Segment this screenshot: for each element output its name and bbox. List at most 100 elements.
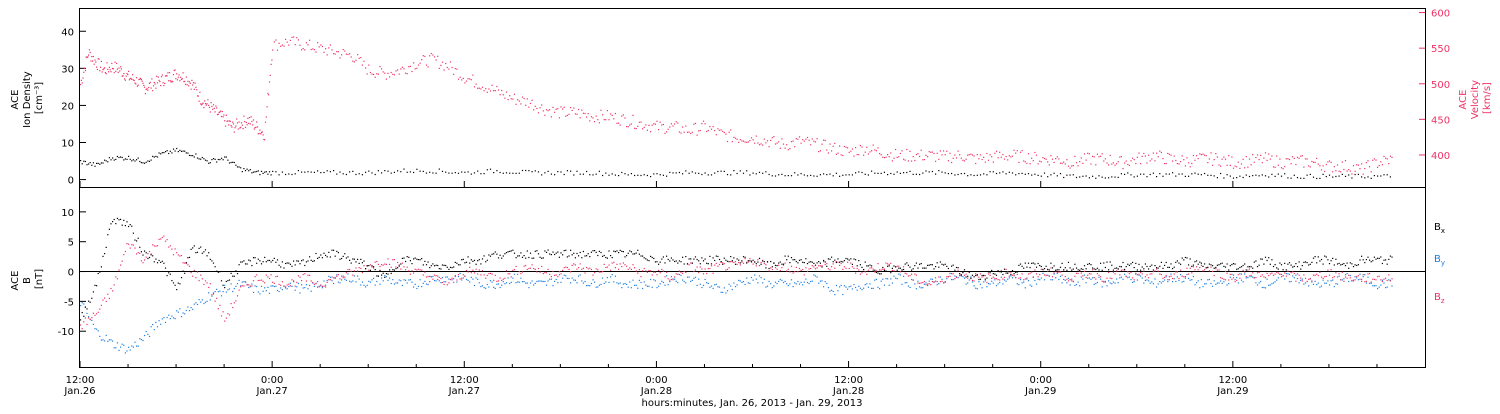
data-point: [1284, 272, 1286, 274]
data-point: [749, 260, 751, 262]
data-point: [85, 56, 87, 58]
data-point: [1138, 274, 1140, 276]
data-point: [501, 279, 503, 281]
data-point: [1357, 173, 1359, 175]
data-point: [995, 285, 998, 287]
data-point: [456, 68, 458, 70]
data-point: [1031, 174, 1033, 176]
data-point: [278, 42, 280, 44]
data-point: [755, 263, 757, 265]
data-point: [102, 69, 104, 71]
data-point: [371, 172, 373, 174]
data-point: [333, 53, 335, 55]
data-point: [1248, 175, 1251, 178]
data-point: [682, 279, 684, 281]
data-point: [1114, 176, 1116, 178]
data-point: [1128, 272, 1130, 275]
data-point: [1108, 177, 1110, 179]
data-point: [539, 280, 541, 282]
data-point: [393, 74, 395, 76]
data-point: [288, 285, 290, 288]
data-point: [1043, 172, 1046, 174]
data-point: [866, 265, 868, 267]
data-point: [955, 276, 958, 278]
data-point: [563, 173, 565, 176]
data-point: [344, 50, 346, 52]
data-point: [142, 82, 144, 84]
data-point: [826, 282, 828, 285]
data-point: [451, 66, 453, 69]
data-point: [1141, 266, 1143, 268]
data-point: [416, 269, 418, 271]
data-point: [1324, 276, 1326, 278]
data-point: [291, 279, 293, 281]
data-point: [116, 62, 118, 64]
data-point: [976, 174, 978, 176]
data-point: [301, 260, 303, 262]
data-point: [1072, 165, 1074, 167]
data-point: [265, 116, 267, 118]
data-point: [742, 262, 745, 264]
data-point: [814, 275, 817, 277]
data-point: [1143, 268, 1145, 270]
data-point: [1364, 281, 1366, 283]
data-point: [451, 279, 453, 281]
data-point: [814, 141, 817, 143]
data-point: [230, 125, 232, 127]
data-point: [634, 127, 636, 129]
data-point: [256, 170, 258, 173]
data-point: [1248, 268, 1251, 270]
data-point: [696, 284, 698, 286]
data-point: [201, 299, 203, 301]
data-point: [742, 281, 745, 283]
data-point: [754, 142, 756, 144]
data-point: [302, 259, 304, 261]
data-point: [206, 282, 208, 284]
data-point: [168, 272, 170, 274]
data-point: [507, 99, 509, 101]
data-point: [179, 308, 181, 310]
data-point: [317, 257, 319, 259]
data-point: [922, 287, 924, 289]
data-point: [1320, 169, 1323, 171]
data-point: [963, 160, 966, 162]
data-point: [941, 171, 943, 173]
data-point: [432, 275, 434, 278]
data-point: [334, 255, 336, 257]
data-point: [124, 79, 126, 81]
data-point: [1314, 161, 1316, 163]
data-point: [505, 91, 508, 93]
data-point: [296, 281, 298, 283]
data-point: [707, 129, 709, 132]
data-point: [379, 265, 381, 268]
data-point: [1101, 286, 1103, 288]
data-point: [758, 171, 761, 173]
data-point: [880, 269, 882, 271]
data-point: [212, 292, 215, 294]
data-point: [1260, 275, 1262, 277]
data-point: [120, 218, 122, 220]
data-point: [659, 121, 661, 123]
data-point: [806, 281, 809, 284]
data-point: [568, 113, 570, 115]
data-point: [669, 171, 671, 173]
data-point: [145, 256, 147, 258]
data-point: [787, 255, 789, 257]
data-point: [148, 250, 151, 253]
data-point: [927, 264, 929, 266]
data-point: [851, 266, 853, 268]
data-point: [552, 270, 554, 273]
data-point: [336, 275, 338, 277]
data-point: [899, 172, 901, 174]
data-point: [1352, 279, 1355, 281]
data-point: [1106, 277, 1108, 279]
data-point: [241, 124, 243, 126]
data-point: [573, 263, 575, 265]
data-point: [1252, 272, 1254, 274]
data-point: [451, 267, 453, 269]
data-point: [517, 255, 519, 257]
data-point: [333, 170, 335, 172]
data-point: [286, 288, 288, 290]
data-point: [1282, 168, 1284, 170]
data-point: [949, 273, 951, 275]
